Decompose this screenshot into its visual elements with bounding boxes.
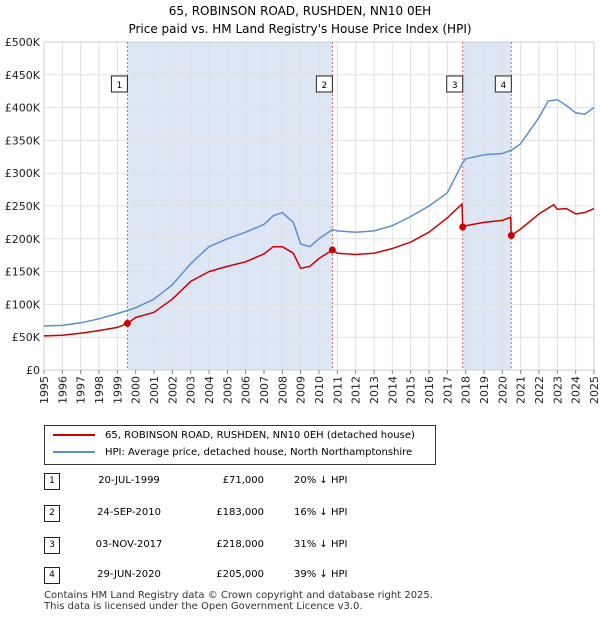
chart-subtitle: Price paid vs. HM Land Registry's House …: [128, 22, 472, 36]
sale-price: £205,000: [216, 569, 264, 580]
x-tick-label: 2007: [258, 376, 271, 404]
legend-item-property: 65, ROBINSON ROAD, RUSHDEN, NN10 0EH (de…: [53, 428, 415, 444]
sale-label: 4: [500, 81, 506, 91]
table-row: 3 03-NOV-2017 £218,000 31% ↓ HPI: [44, 536, 584, 556]
property-price-line: [43, 203, 595, 337]
y-tick-label: £250K: [5, 200, 41, 213]
x-tick-label: 2019: [478, 376, 491, 404]
x-tick-label: 2018: [460, 376, 473, 404]
sale-number: 1: [44, 473, 60, 490]
footer: Contains HM Land Registry data © Crown c…: [44, 590, 433, 612]
sale-label-box: [315, 75, 333, 93]
x-tick-label: 2002: [166, 376, 179, 404]
x-tick-label: 2013: [368, 376, 381, 404]
x-tick-label: 2016: [423, 376, 436, 404]
y-tick-label: £350K: [5, 134, 41, 147]
footer-licence: This data is licensed under the Open Gov…: [44, 601, 363, 612]
legend: 65, ROBINSON ROAD, RUSHDEN, NN10 0EH (de…: [44, 425, 436, 465]
x-tick-label: 2006: [240, 376, 253, 404]
sale-point: [123, 319, 131, 327]
x-tick-label: 2015: [405, 376, 418, 404]
sale-date: 20-JUL-1999: [98, 475, 160, 486]
sale-price: £183,000: [216, 507, 264, 518]
chart-title: 65, ROBINSON ROAD, RUSHDEN, NN10 0EH: [168, 4, 432, 18]
x-tick-label: 2017: [441, 376, 454, 404]
price-chart: 1 2 3 4 £0 £50K £100K £150K £200K £250K £300K £350K…: [5, 36, 600, 404]
x-tick-label: 1999: [111, 376, 124, 404]
legend-label-property: 65, ROBINSON ROAD, RUSHDEN, NN10 0EH (de…: [105, 430, 415, 441]
table-row: 1 20-JUL-1999 £71,000 20% ↓ HPI: [44, 472, 584, 492]
x-tick-label: 2004: [203, 376, 216, 404]
y-tick-label: £500K: [5, 36, 41, 49]
y-tick-label: £0: [26, 364, 40, 377]
x-tick-label: 1995: [38, 376, 51, 404]
x-tick-label: 2009: [295, 376, 308, 404]
y-tick-label: £200K: [5, 233, 41, 246]
sale-number: 2: [44, 505, 60, 522]
y-tick-label: £150K: [5, 266, 41, 279]
sale-hpi-diff: 39% ↓ HPI: [294, 569, 348, 580]
x-tick-label: 2014: [386, 376, 399, 404]
y-tick-label: £450K: [5, 69, 41, 82]
y-tick-label: £400K: [5, 102, 41, 115]
sale-number: 4: [44, 567, 60, 584]
x-tick-label: 2022: [533, 376, 546, 404]
y-tick-label: £50K: [12, 331, 41, 344]
sale-hpi-diff: 16% ↓ HPI: [294, 507, 348, 518]
legend-swatch-hpi: [53, 451, 95, 453]
x-tick-label: 2023: [551, 376, 564, 404]
x-tick-label: 2005: [221, 376, 234, 404]
x-tick-label: 2000: [130, 376, 143, 404]
sale-hpi-diff: 31% ↓ HPI: [294, 539, 348, 550]
x-tick-label: 2008: [276, 376, 289, 404]
x-tick-label: 1996: [56, 376, 69, 404]
footer-copyright: Contains HM Land Registry data © Crown c…: [44, 590, 433, 601]
legend-label-hpi: HPI: Average price, detached house, Nort…: [105, 447, 413, 458]
sale-label: 3: [452, 81, 458, 91]
sale-label: 1: [117, 81, 123, 91]
x-tick-label: 2003: [185, 376, 198, 404]
sale-date: 29-JUN-2020: [97, 569, 161, 580]
table-row: 2 24-SEP-2010 £183,000 16% ↓ HPI: [44, 504, 584, 524]
sale-label-box: [494, 75, 512, 93]
sale-price: £71,000: [222, 475, 264, 486]
legend-item-hpi: HPI: Average price, detached house, Nort…: [53, 445, 412, 461]
y-tick-label: £100K: [5, 298, 41, 311]
x-tick-label: 2025: [588, 376, 600, 404]
sale-date: 24-SEP-2010: [97, 507, 161, 518]
sale-point: [328, 246, 336, 254]
sale-point: [507, 232, 515, 240]
table-row: 4 29-JUN-2020 £205,000 39% ↓ HPI: [44, 566, 584, 586]
x-tick-label: 2011: [331, 376, 344, 404]
y-tick-label: £300K: [5, 167, 41, 180]
x-tick-label: 2010: [313, 376, 326, 404]
legend-swatch-property: [53, 434, 95, 436]
x-tick-label: 2020: [496, 376, 509, 404]
sale-label-box: [446, 75, 464, 93]
x-tick-label: 2012: [350, 376, 363, 404]
sale-date: 03-NOV-2017: [95, 539, 163, 550]
hpi-line: [43, 98, 595, 327]
sale-point: [459, 223, 467, 231]
x-tick-label: 2021: [515, 376, 528, 404]
sale-price: £218,000: [216, 539, 264, 550]
sale-number: 3: [44, 537, 60, 554]
x-tick-label: 2024: [570, 376, 583, 404]
sale-hpi-diff: 20% ↓ HPI: [294, 475, 348, 486]
x-tick-label: 1997: [75, 376, 88, 404]
sale-label-box: [110, 75, 128, 93]
x-tick-label: 1998: [93, 376, 106, 404]
x-tick-label: 2001: [148, 376, 161, 404]
sale-label: 2: [322, 81, 328, 91]
